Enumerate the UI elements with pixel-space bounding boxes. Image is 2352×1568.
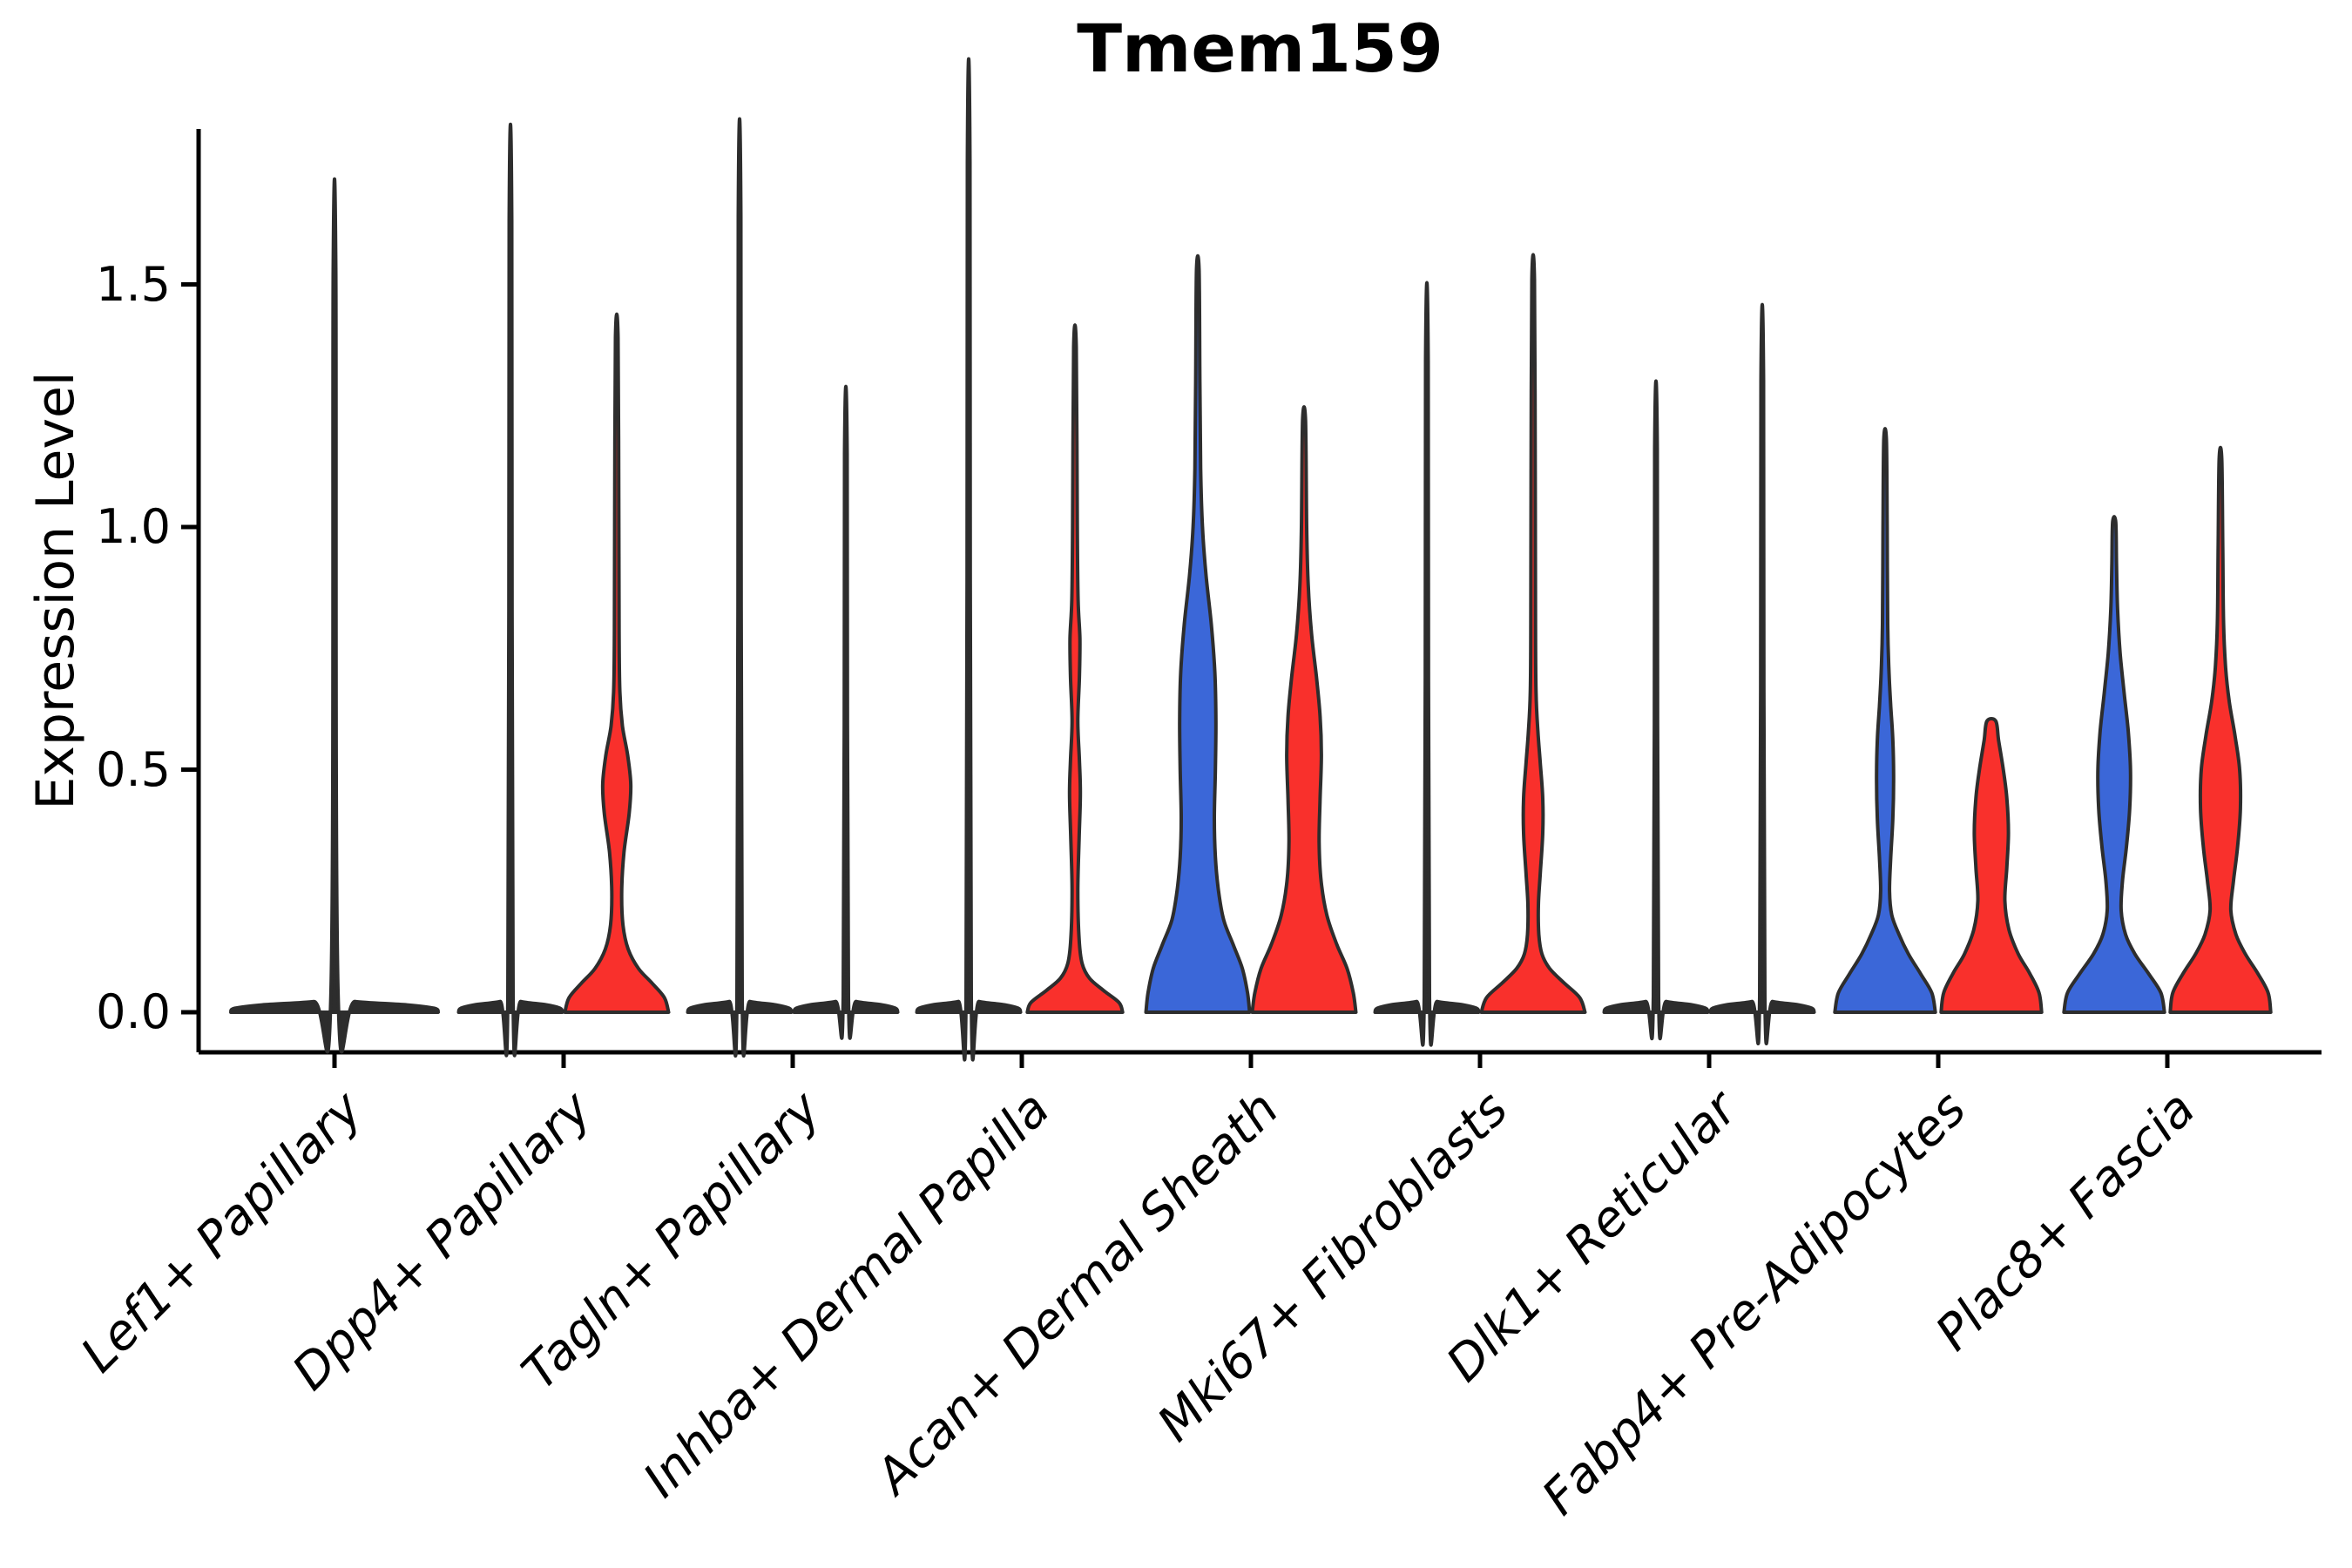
violin-right-tagln-papillary bbox=[792, 384, 900, 1040]
y-tick-label: 0.0 bbox=[96, 984, 171, 1039]
violin-right-inhba-dermal-papilla bbox=[1025, 323, 1125, 1014]
y-tick-label: 1.5 bbox=[96, 256, 171, 312]
violin-left-inhba-dermal-papilla bbox=[915, 57, 1023, 1062]
violin-left-acan-dermal-sheath bbox=[1144, 253, 1252, 1014]
y-tick-label: 0.5 bbox=[96, 741, 171, 797]
violin-left-tagln-papillary bbox=[686, 117, 794, 1058]
violin-center-lef1-papillary bbox=[229, 177, 440, 1054]
violin-right-fabp4-pre-adipocytes bbox=[1939, 717, 2044, 1014]
violin-right-plac8-fascia bbox=[2168, 445, 2273, 1014]
violin-left-dlk1-reticular bbox=[1602, 379, 1710, 1041]
y-tick-label: 1.0 bbox=[96, 499, 171, 554]
violin-right-dlk1-reticular bbox=[1708, 302, 1816, 1045]
violin-left-plac8-fascia bbox=[2062, 515, 2166, 1014]
violin-right-acan-dermal-sheath bbox=[1250, 405, 1358, 1014]
violin-left-mki67-fibroblasts bbox=[1373, 280, 1481, 1047]
violin-right-dpp4-papillary bbox=[563, 312, 671, 1014]
chart-title: Tmem159 bbox=[1077, 10, 1443, 87]
violin-left-dpp4-papillary bbox=[456, 122, 564, 1058]
violin-right-mki67-fibroblasts bbox=[1479, 253, 1587, 1014]
violin-left-fabp4-pre-adipocytes bbox=[1833, 427, 1937, 1014]
